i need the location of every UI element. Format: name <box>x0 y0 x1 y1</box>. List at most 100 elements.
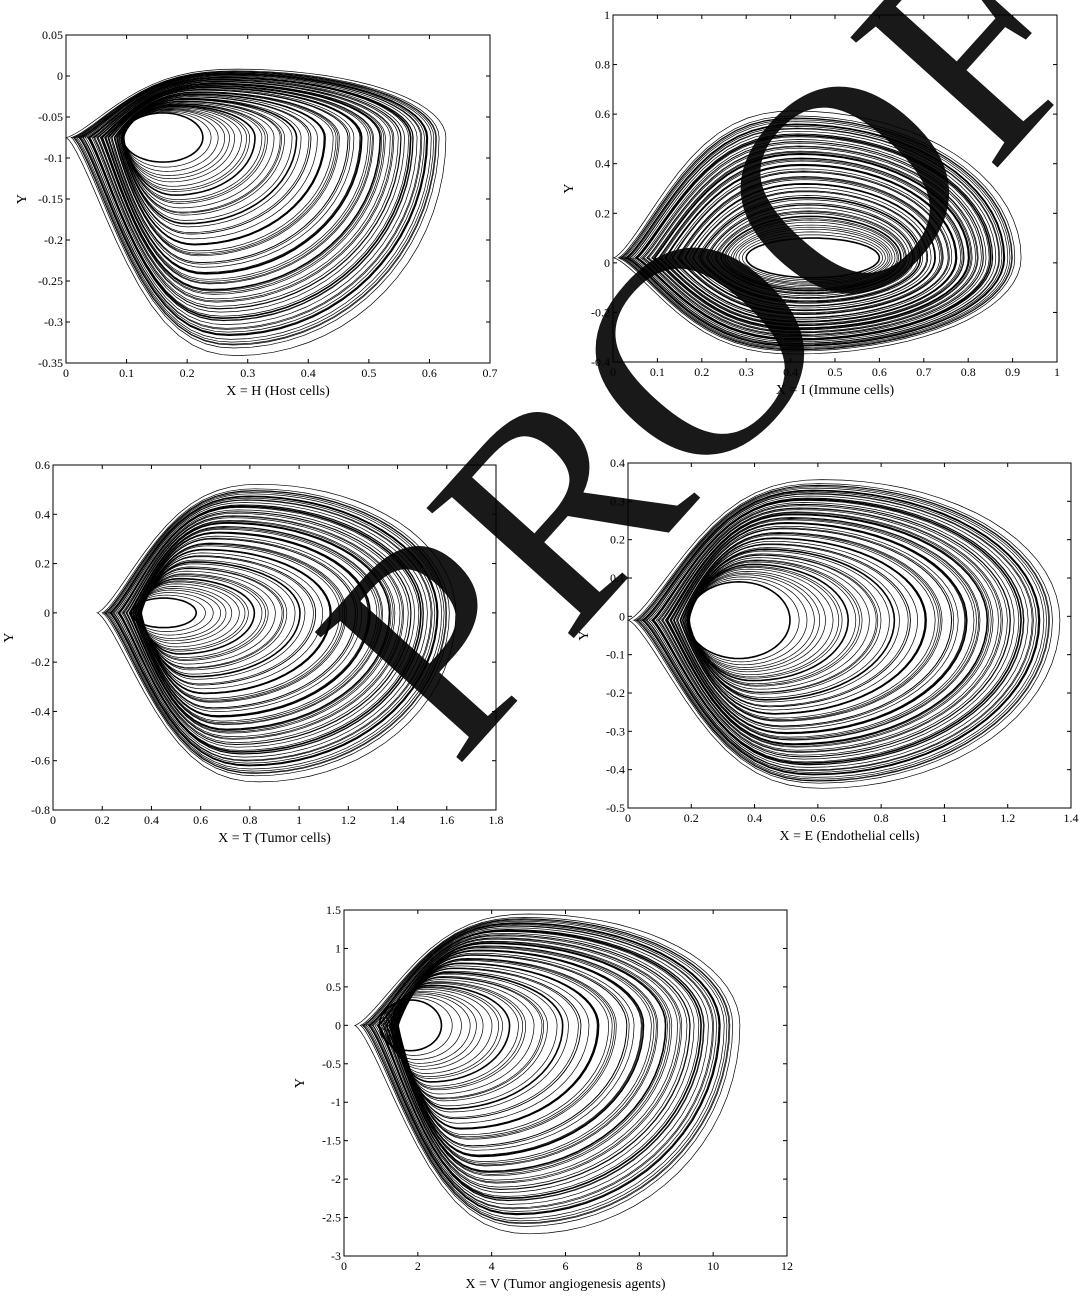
trajectory-loop <box>78 73 427 335</box>
x-tick-label: 0.5 <box>361 366 376 380</box>
y-tick-label: 0.6 <box>35 458 50 472</box>
trajectory-loop <box>651 150 973 331</box>
trajectory-loop <box>389 942 667 1173</box>
y-axis-label: Y <box>2 632 17 642</box>
trajectory-loop <box>86 76 414 321</box>
x-tick-label: 1 <box>1054 365 1060 379</box>
trajectory-loop <box>648 495 1029 768</box>
x-tick-label: 0.3 <box>240 366 255 380</box>
trajectory-loop <box>715 211 906 294</box>
trajectory-loop <box>651 498 1022 765</box>
trajectory-loop <box>105 85 371 282</box>
trajectory-loop <box>662 509 999 751</box>
trajectory-loop <box>105 86 369 280</box>
x-axis-label: X = T (Tumor cells) <box>218 831 331 846</box>
trajectory-loop <box>365 920 725 1219</box>
trajectory-loop <box>125 515 405 740</box>
trajectory-loop <box>705 202 915 299</box>
x-tick-label: 0.3 <box>739 365 754 379</box>
trajectory-loop <box>392 946 655 1164</box>
trajectory-loop <box>123 110 219 172</box>
trajectory-loop <box>655 502 1015 760</box>
trajectory-loop <box>363 919 728 1222</box>
trajectory-loop <box>687 553 882 695</box>
y-tick-label: 0.2 <box>35 557 50 571</box>
trajectory <box>628 479 1061 789</box>
trajectory-loop <box>658 158 964 326</box>
trajectory-loop <box>70 70 440 349</box>
x-tick-label: 6 <box>563 1259 569 1273</box>
trajectory-loop <box>353 913 741 1235</box>
trajectory-loop <box>394 950 642 1156</box>
x-tick-label: 1.4 <box>390 813 405 827</box>
y-tick-label: -1.5 <box>322 1134 341 1148</box>
x-tick-label: 0.6 <box>422 366 437 380</box>
trajectory-loop <box>101 83 382 291</box>
y-tick-label: -1 <box>331 1095 341 1109</box>
trajectory-loop <box>628 127 1001 345</box>
trajectory-loop <box>646 493 1033 771</box>
x-tick-label: 1.4 <box>1064 811 1079 825</box>
trajectory-loop <box>96 80 395 303</box>
trajectory <box>353 913 741 1235</box>
trajectory-loop <box>395 952 635 1151</box>
y-tick-label: 0.4 <box>595 157 610 171</box>
phase-plot-host-cells: 0 0.1 0.2 0.3 0.4 0.5 0.6 0.7 -0.35 -0.3 -0.25 -0.2… <box>15 28 498 399</box>
trajectory-loop <box>676 527 955 728</box>
y-tick-label: 1 <box>335 941 341 955</box>
trajectory-loop <box>121 100 285 216</box>
y-tick-label: -0.5 <box>322 1057 341 1071</box>
y-tick-label: 0.2 <box>610 533 625 547</box>
trajectory-loop <box>108 87 361 273</box>
y-tick-label: 0 <box>44 606 50 620</box>
trajectory-loop <box>99 82 386 295</box>
x-tick-label: 0 <box>63 366 69 380</box>
trajectory-loop <box>87 76 412 320</box>
trajectory-loop <box>730 224 893 286</box>
trajectory-loop <box>122 111 212 168</box>
x-tick-label: 0.4 <box>747 811 762 825</box>
trajectory-loop <box>82 74 422 329</box>
phase-plot-endothelial-cells: 0 0.2 0.4 0.6 0.8 1 1.2 1.4 -0.5 -0.4 -0.3 -0.2 -0.1… <box>577 456 1079 844</box>
x-axis-label: X = E (Endothelial cells) <box>779 829 919 844</box>
trajectory-loop <box>134 589 222 639</box>
x-tick-label: 0.4 <box>783 365 798 379</box>
trajectory-loop <box>669 168 953 320</box>
trajectory-loop <box>118 96 312 235</box>
trajectory-loop <box>714 210 907 295</box>
trajectory-loop <box>378 931 700 1197</box>
trajectory-loop <box>126 517 401 737</box>
trajectory-loop <box>681 537 927 715</box>
trajectory-loop <box>741 234 883 281</box>
trajectory-loop <box>96 81 393 302</box>
trajectory-loop <box>669 517 980 740</box>
y-tick-label: -0.2 <box>44 233 63 247</box>
y-tick-label: 0.4 <box>610 456 625 470</box>
x-tick-label: 0.2 <box>684 811 699 825</box>
trajectory-loop <box>386 938 678 1181</box>
trajectory-loop <box>658 157 965 327</box>
y-tick-label: -2.5 <box>322 1211 341 1225</box>
trajectory-loop <box>114 92 334 252</box>
trajectory-loop <box>697 195 923 304</box>
trajectory-loop <box>652 151 972 330</box>
trajectory-loop <box>120 97 302 228</box>
trajectory-loop <box>679 531 943 722</box>
trajectory-loop <box>137 581 246 650</box>
trajectory-loop <box>646 145 979 334</box>
trajectory-loop <box>92 79 402 310</box>
x-tick-label: 0 <box>610 365 616 379</box>
trajectory-loop <box>116 93 326 246</box>
trajectory-loop <box>674 523 966 733</box>
y-tick-label: -0.2 <box>606 686 625 700</box>
trajectory-loop <box>661 508 1002 752</box>
trajectory-loop <box>657 503 1011 758</box>
trajectory-loop <box>128 519 396 734</box>
x-tick-label: 0.2 <box>95 813 110 827</box>
trajectory-loop <box>738 231 886 282</box>
trajectory-loop <box>132 527 380 723</box>
y-tick-label: -0.15 <box>38 192 63 206</box>
trajectory-loop <box>117 504 424 754</box>
trajectory-loop <box>103 490 448 774</box>
trajectory-loop <box>106 493 442 770</box>
